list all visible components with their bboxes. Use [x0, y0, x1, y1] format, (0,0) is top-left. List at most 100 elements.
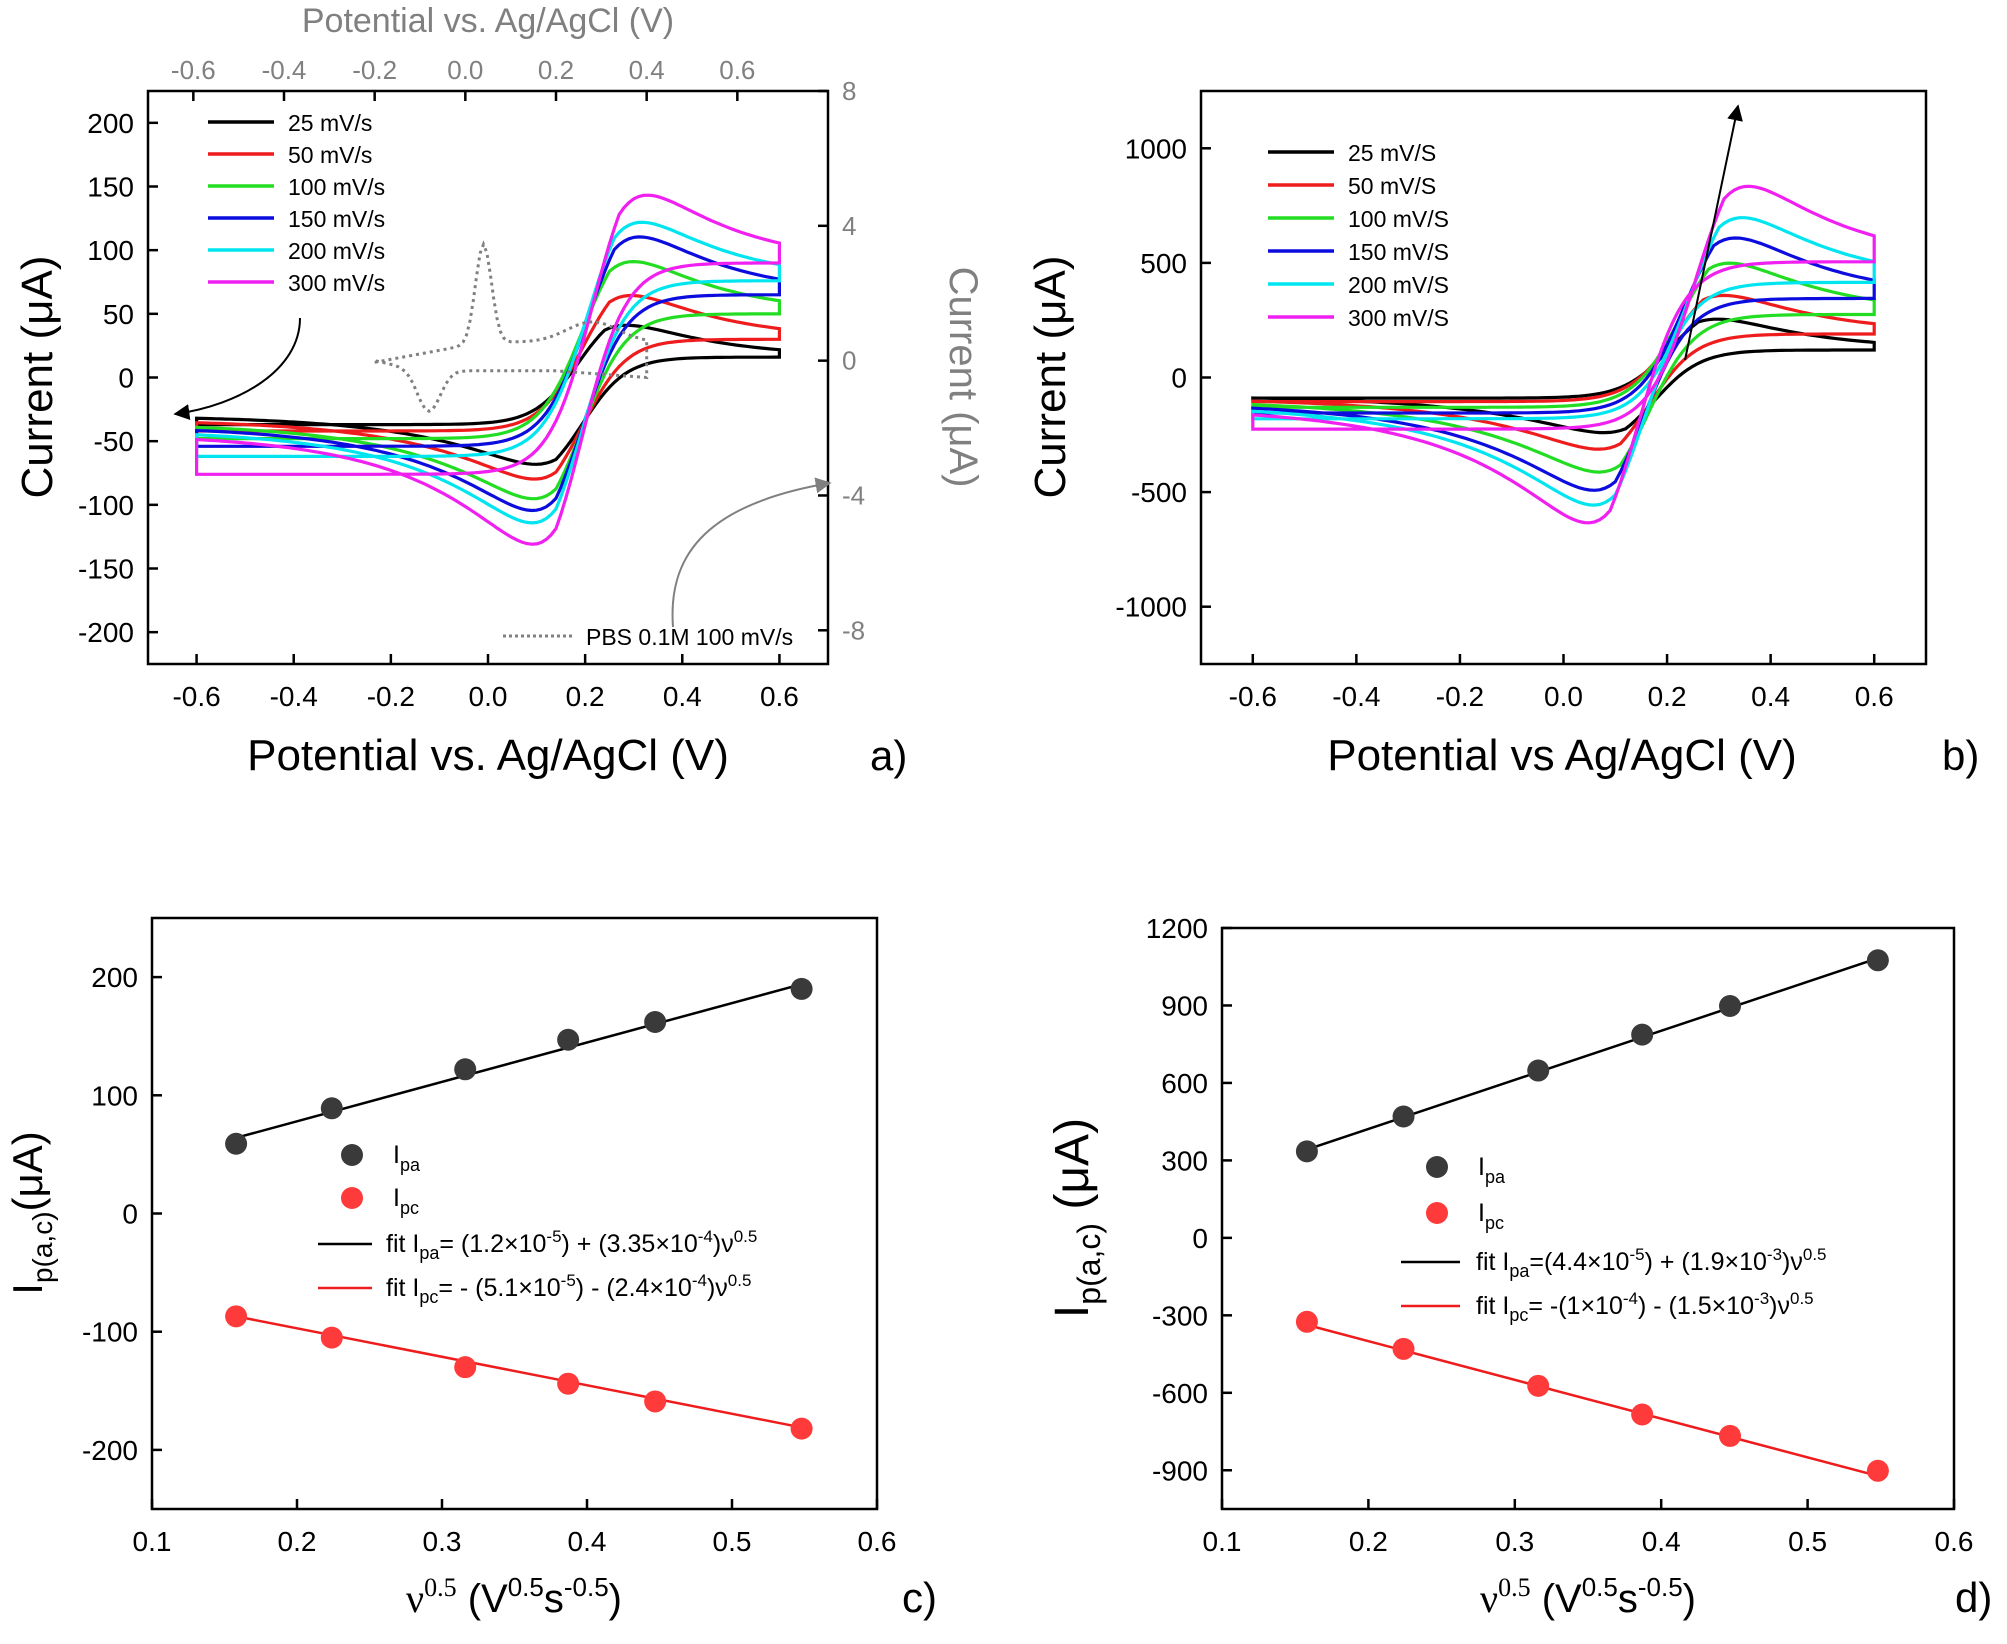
x-tick-label: -0.2: [367, 681, 415, 712]
y-tick-label: 300: [1161, 1145, 1208, 1176]
x-tick-label: 0.5: [1788, 1526, 1827, 1557]
axis-ticks: 0.1 0.2 0.3 0.4 0.5 0.6 -200 -100 0 100 200: [82, 962, 897, 1557]
x-tick-label: 0.0: [1544, 681, 1583, 712]
data-point-pa: [1631, 1023, 1654, 1046]
legend-label-100: 100 mV/s: [288, 174, 385, 200]
y-tick-label: -1000: [1115, 592, 1187, 623]
y-axis-label: Ip(a,c)(μA): [4, 1131, 58, 1294]
fit-line-ipc: [1306, 1323, 1879, 1478]
series-line-50: [1251, 293, 1876, 451]
x-tick-label: -0.6: [1229, 681, 1277, 712]
panel-a: -0.6 -0.4 -0.2 0.0 0.2 0.4 0.6 -200 -150 -100 -50 0…: [13, 2, 985, 780]
y-tick-label: 600: [1161, 1068, 1208, 1099]
secondary-x-tick-label: -0.2: [352, 55, 397, 85]
series-line-200: [1251, 216, 1876, 507]
data-point-pa: [1719, 994, 1742, 1017]
x-tick-label: 0.2: [1349, 1526, 1388, 1557]
secondary-x-tick-label: 0.2: [538, 55, 574, 85]
secondary-y-tick-label: -4: [842, 480, 865, 510]
fit-lines: [1306, 957, 1879, 1478]
data-point-pc: [1295, 1310, 1318, 1333]
legend-label-300: 300 mV/S: [1348, 305, 1449, 331]
trend-arrow: [1684, 104, 1743, 361]
x-tick-label: 0.6: [1935, 1526, 1974, 1557]
y-tick-label: 0: [1192, 1223, 1208, 1254]
series-line-50: [195, 293, 781, 481]
fit-line-ipc: [235, 1315, 802, 1429]
panel-c: 0.1 0.2 0.3 0.4 0.5 0.6 -200 -100 0 100 200 Ipa Ip…: [4, 916, 937, 1621]
x-tick-label: 0.2: [1648, 681, 1687, 712]
data-point-pa: [320, 1097, 343, 1120]
y-axis-label: Current (μA): [1026, 256, 1075, 499]
series-line-300: [1251, 184, 1876, 525]
pbs-series-line: [374, 240, 649, 413]
legend-label-300: 300 mV/s: [288, 270, 385, 296]
data-point-pc: [1866, 1459, 1889, 1482]
legend-label-50: 50 mV/S: [1348, 173, 1436, 199]
y-tick-label: -300: [1152, 1300, 1208, 1331]
axis-ticks: -0.6 -0.4 -0.2 0.0 0.2 0.4 0.6 -200 -150 -100 -50 0…: [78, 55, 865, 712]
pbs-legend-label: PBS 0.1M 100 mV/s: [586, 624, 793, 650]
data-points: [225, 977, 813, 1440]
panel-label: d): [1955, 1574, 1992, 1621]
x-tick-label: 0.3: [1495, 1526, 1534, 1557]
series-line-300: [195, 193, 781, 546]
data-point-pa: [557, 1028, 580, 1051]
x-axis-label: Potential vs. Ag/AgCl (V): [247, 731, 729, 780]
x-axis-label: ν0.5 (V0.5s-0.5): [406, 1572, 622, 1621]
data-point-pa: [1866, 949, 1889, 972]
data-point-pa: [225, 1132, 248, 1155]
legend-label-150: 150 mV/s: [288, 206, 385, 232]
x-tick-label: 0.4: [1751, 681, 1790, 712]
y-tick-label: 200: [91, 962, 138, 993]
secondary-x-tick-label: 0.0: [447, 55, 483, 85]
series-line-200: [195, 220, 781, 525]
cv-curves: [195, 193, 781, 546]
legend: 25 mV/s 50 mV/s 100 mV/s 150 mV/s 200 mV/s 30…: [208, 110, 385, 296]
y-tick-label: 1000: [1125, 133, 1187, 164]
secondary-x-axis-label: Potential vs. Ag/AgCl (V): [302, 2, 674, 40]
data-point-pc: [557, 1372, 580, 1395]
plot-frame: [1199, 89, 1928, 666]
secondary-x-tick-label: -0.6: [171, 55, 216, 85]
panel-b: -0.6 -0.4 -0.2 0.0 0.2 0.4 0.6 -1000 -500 0 500 100…: [1026, 89, 1979, 780]
data-point-pc: [1527, 1374, 1550, 1397]
secondary-y-tick-label: -8: [842, 615, 865, 645]
y-tick-label: 0: [1171, 363, 1187, 394]
y-tick-label: -150: [78, 554, 134, 585]
y-axis-label: Current (μA): [13, 256, 62, 499]
primary-axis-arrow: [173, 317, 301, 420]
legend-label-100: 100 mV/S: [1348, 206, 1449, 232]
axis-ticks: 0.1 0.2 0.3 0.4 0.5 0.6 1200 900 600 300 0 -300 -600…: [1146, 913, 1974, 1557]
secondary-y-tick-label: 0: [842, 346, 856, 376]
fit-lines: [235, 982, 802, 1429]
x-tick-label: 0.1: [1203, 1526, 1242, 1557]
legend-fit-label-ipa: fit Ipa= (1.2×10-5) + (3.35×10-4)ν0.5: [386, 1227, 757, 1263]
y-tick-label: -100: [78, 490, 134, 521]
panel-label: a): [870, 732, 907, 779]
y-tick-label: 100: [91, 1080, 138, 1111]
x-tick-label: 0.4: [663, 681, 702, 712]
data-point-pc: [225, 1305, 248, 1328]
plot-frame: [1220, 926, 1956, 1511]
legend-label-ipc: Ipc: [1478, 1199, 1504, 1233]
legend-label-25: 25 mV/S: [1348, 140, 1436, 166]
legend-label-200: 200 mV/S: [1348, 272, 1449, 298]
data-point-pa: [1295, 1140, 1318, 1163]
y-tick-label: -100: [82, 1317, 138, 1348]
secondary-axis-arrow: [671, 477, 832, 628]
secondary-y-tick-label: 8: [842, 76, 856, 106]
x-tick-label: -0.4: [1332, 681, 1380, 712]
legend-fit-label-ipc: fit Ipc= - (5.1×10-5) - (2.4×10-4)ν0.5: [386, 1271, 751, 1307]
y-tick-label: -200: [82, 1435, 138, 1466]
legend-label-200: 200 mV/s: [288, 238, 385, 264]
legend: Ipa Ipc fit Ipa=(4.4×10-5) + (1.9×10-3)ν…: [1401, 1153, 1827, 1325]
axis-ticks: -0.6 -0.4 -0.2 0.0 0.2 0.4 0.6 -1000 -500 0 500 100…: [1115, 133, 1893, 712]
data-point-pc: [320, 1326, 343, 1349]
legend-fit-label-ipa: fit Ipa=(4.4×10-5) + (1.9×10-3)ν0.5: [1476, 1245, 1827, 1281]
y-tick-label: 0: [118, 363, 134, 394]
data-point-pc: [790, 1417, 813, 1440]
data-point-pc: [454, 1356, 477, 1379]
y-tick-label: -50: [94, 426, 134, 457]
